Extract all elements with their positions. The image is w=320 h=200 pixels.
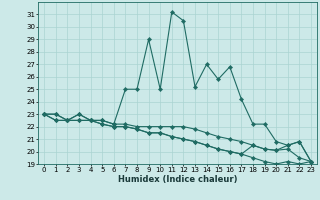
X-axis label: Humidex (Indice chaleur): Humidex (Indice chaleur)	[118, 175, 237, 184]
